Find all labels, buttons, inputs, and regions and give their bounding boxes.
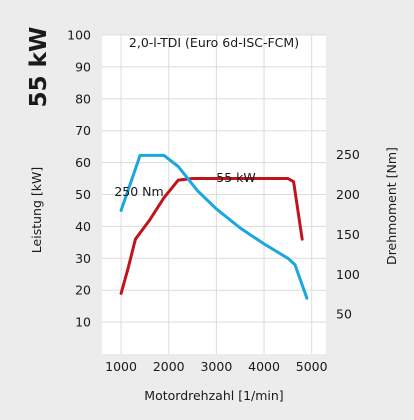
y-left-tick-label: 100 <box>67 28 91 43</box>
power-series-label: 55 kW <box>216 170 255 185</box>
y-left-tick-label: 70 <box>75 123 91 138</box>
x-tick-label: 4000 <box>248 359 280 374</box>
power-badge: 55 kW <box>26 27 52 108</box>
tick-labels: 10 20 30 40 50 60 70 80 90 100 1000 2000 3000 4000 500… <box>67 28 360 375</box>
power-curve <box>119 177 304 295</box>
y-right-tick-label: 50 <box>336 307 352 322</box>
x-tick-label: 5000 <box>296 359 328 374</box>
y-right-tick-label: 250 <box>336 147 360 162</box>
x-axis-label: Motordrehzahl [1/min] <box>144 388 283 403</box>
y-left-tick-label: 30 <box>75 251 91 266</box>
y-right-tick-label: 200 <box>336 187 360 202</box>
y-left-axis-label: Leistung [kW] <box>29 167 44 253</box>
y-left-tick-label: 60 <box>75 155 91 170</box>
curves <box>119 153 309 300</box>
y-left-tick-label: 20 <box>75 283 91 298</box>
chart-title: 2,0-l-TDI (Euro 6d-ISC-FCM) <box>129 35 299 50</box>
y-left-tick-label: 80 <box>75 91 91 106</box>
y-left-tick-label: 40 <box>75 219 91 234</box>
y-right-tick-label: 100 <box>336 267 360 282</box>
x-tick-label: 3000 <box>200 359 232 374</box>
y-right-tick-label: 150 <box>336 227 360 242</box>
y-left-tick-label: 90 <box>75 59 91 74</box>
y-left-tick-label: 50 <box>75 187 91 202</box>
x-tick-label: 2000 <box>153 359 185 374</box>
x-tick-label: 1000 <box>105 359 137 374</box>
y-left-tick-label: 10 <box>75 315 91 330</box>
torque-series-label: 250 Nm <box>114 184 163 199</box>
grid <box>102 34 326 354</box>
y-right-axis-label: Drehmoment [Nm] <box>384 147 399 265</box>
torque-curve <box>119 153 309 300</box>
